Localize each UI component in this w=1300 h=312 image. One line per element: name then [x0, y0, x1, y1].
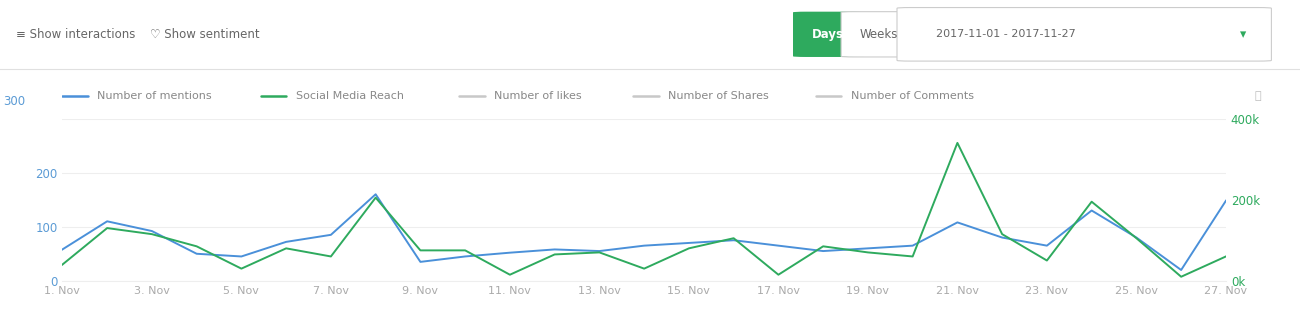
FancyBboxPatch shape — [897, 7, 1271, 61]
Text: ▾: ▾ — [1240, 28, 1245, 41]
Text: Number of Comments: Number of Comments — [850, 91, 974, 101]
Text: 300: 300 — [3, 95, 25, 108]
Text: ♡ Show sentiment: ♡ Show sentiment — [150, 28, 259, 41]
Text: Number of likes: Number of likes — [494, 91, 581, 101]
Text: ≡ Show interactions: ≡ Show interactions — [16, 28, 135, 41]
FancyBboxPatch shape — [793, 12, 863, 57]
Text: Days: Days — [812, 28, 844, 41]
Text: Number of mentions: Number of mentions — [98, 91, 212, 101]
Text: ⓘ: ⓘ — [1254, 91, 1261, 101]
FancyBboxPatch shape — [841, 12, 916, 57]
Text: Number of Shares: Number of Shares — [668, 91, 770, 101]
Text: Weeks: Weeks — [859, 28, 898, 41]
Text: Social Media Reach: Social Media Reach — [295, 91, 403, 101]
Text: 2017-11-01 - 2017-11-27: 2017-11-01 - 2017-11-27 — [936, 29, 1076, 39]
